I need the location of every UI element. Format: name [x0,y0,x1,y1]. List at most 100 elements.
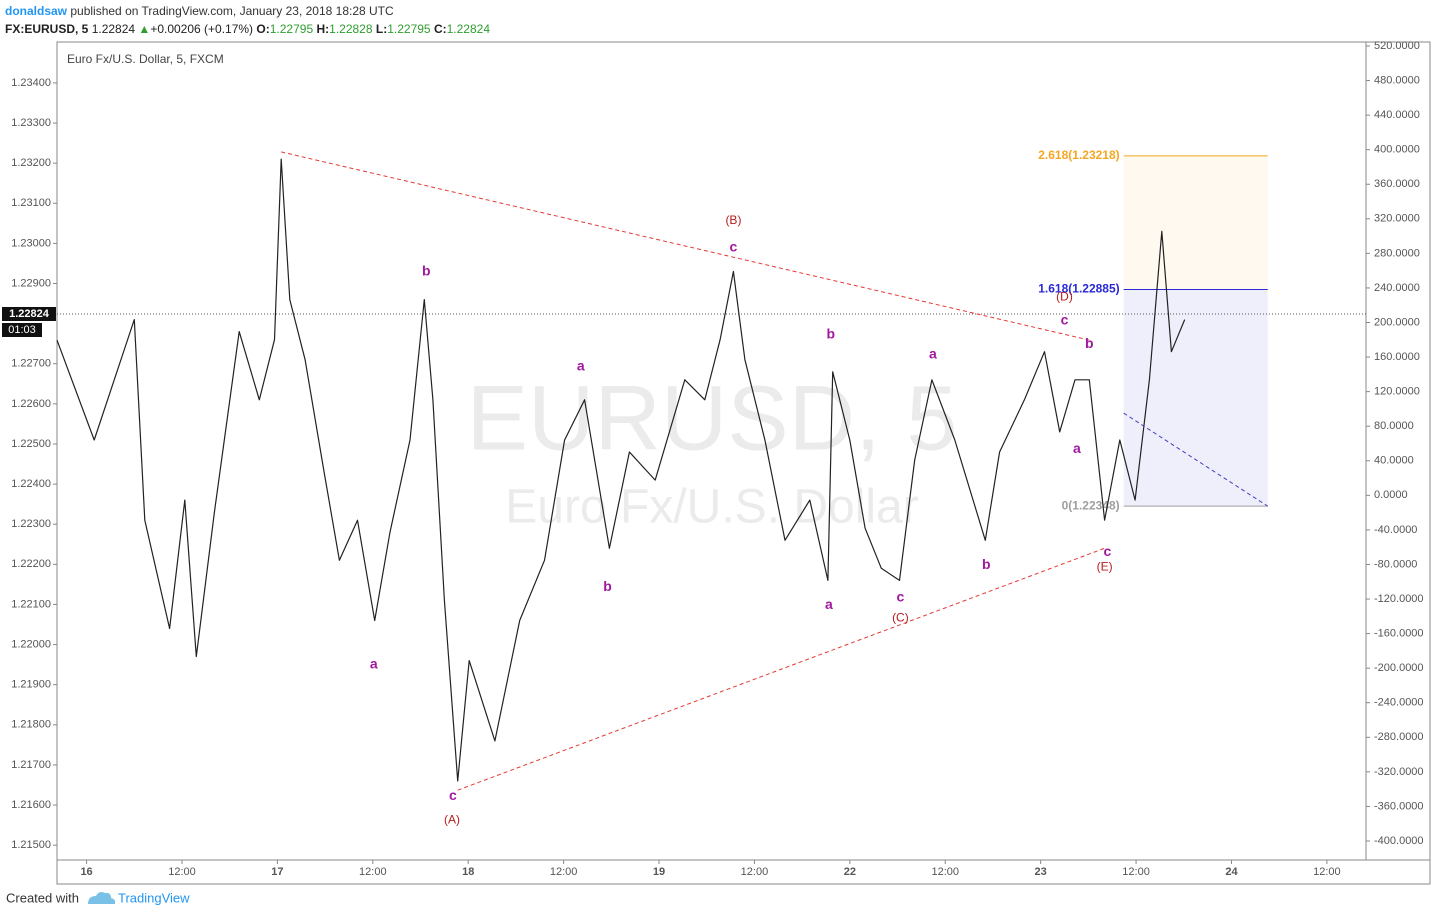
wave-label: c [1104,543,1112,559]
y-tick-label: 1.23200 [11,157,51,169]
wave-label: (A) [444,812,460,826]
y-tick-label: 1.22100 [11,598,51,610]
y2-tick-label: 80.0000 [1374,420,1414,432]
y-tick-label: 1.21900 [11,679,51,691]
y2-tick-label: 320.0000 [1374,213,1420,225]
x-tick-label: 18 [462,866,474,878]
y2-tick-label: 40.0000 [1374,455,1414,467]
y-tick-label: 1.21600 [11,799,51,811]
ohlc-label: C: [434,22,447,36]
y2-tick-label: -360.0000 [1374,800,1424,812]
price-line [56,158,1186,782]
y2-tick-label: 200.0000 [1374,316,1420,328]
right-axis [1365,41,1431,861]
y2-tick-label: -120.0000 [1374,593,1424,605]
y2-tick-label: 440.0000 [1374,109,1420,121]
y-tick-label: 1.21500 [11,839,51,851]
y2-tick-label: -200.0000 [1374,662,1424,674]
logo [88,892,116,904]
countdown-badge [2,322,42,337]
y2-tick-label: 120.0000 [1374,386,1420,398]
wave-label: b [826,326,835,342]
wave-label: b [422,263,431,279]
y-tick-label: 1.22200 [11,558,51,570]
change: +0.00206 (+0.17%) [150,22,253,36]
wave-label: (C) [892,610,909,624]
last-price-badge [2,306,56,321]
y2-tick-label: 0.0000 [1374,489,1408,501]
fib-label: 0(1.22348) [1062,498,1120,512]
x-tick-label: 22 [844,866,856,878]
x-tick-label: 12:00 [741,866,769,878]
y2-tick-label: -400.0000 [1374,835,1424,847]
x-tick-label: 12:00 [359,866,387,878]
x-tick-label: 24 [1225,866,1238,878]
wave-label: a [577,358,585,374]
symbol-line: FX:EURUSD, 5 1.22824 ▲+0.00206 (+0.17%) … [5,22,490,36]
y2-tick-label: 160.0000 [1374,351,1420,363]
wave-label: c [449,787,457,803]
watermark: EURUSD, 5 [467,367,958,469]
change-arrow: ▲ [138,22,150,36]
wave-label: (B) [725,213,741,227]
header-line: donaldsaw published on TradingView.com, … [5,4,394,18]
ohlc-label: L: [376,22,387,36]
x-tick-label: 12:00 [1122,866,1150,878]
last: 1.22824 [92,22,136,36]
y-tick-label: 1.22500 [11,438,51,450]
wave-label: c [1061,312,1069,328]
created-with: Created with [6,890,79,905]
y-tick-label: 1.21800 [11,719,51,731]
fib-label: 1.618(1.22885) [1038,282,1119,296]
y-tick-label: 1.22300 [11,518,51,530]
wave-label: c [897,589,905,605]
y2-tick-label: -320.0000 [1374,766,1424,778]
legend: Euro Fx/U.S. Dollar, 5, FXCM [67,52,224,66]
footer: Created with TradingView [6,890,190,905]
watermark: Euro Fx/U.S. Dollar [505,481,918,534]
symbol: FX:EURUSD, 5 [5,22,89,36]
trendline [1123,412,1269,507]
plot-layer: 2.618(1.23218) 1.618(1.22885) 0(1.22348) b (… [56,148,1366,826]
y2-tick-label: 240.0000 [1374,282,1420,294]
x-tick-label: 17 [271,866,283,878]
x-tick-label: 23 [1035,866,1047,878]
x-tick-label: 12:00 [1313,866,1341,878]
y2-tick-label: -240.0000 [1374,697,1424,709]
brand[interactable]: TradingView [118,890,190,905]
y2-tick-label: 480.0000 [1374,74,1420,86]
y-tick-label: 1.22400 [11,478,51,490]
y-tick-label: 1.23300 [11,117,51,129]
y2-tick-label: 520.0000 [1374,40,1420,52]
y-tick-label: 1.23400 [11,77,51,89]
y-tick-label: 1.22600 [11,398,51,410]
fib-label: 2.618(1.23218) [1038,148,1119,162]
ohlc-value: 1.22795 [387,22,431,36]
x-tick-label: 19 [653,866,665,878]
wave-label: b [1085,335,1094,351]
x-tick-label: 12:00 [931,866,959,878]
y-tick-label: 1.22900 [11,277,51,289]
author[interactable]: donaldsaw [5,4,68,18]
ohlc-label: O: [256,22,269,36]
y2-tick-label: 360.0000 [1374,178,1420,190]
y-tick-label: 1.23000 [11,237,51,249]
wave-label: c [730,239,738,255]
x-tick-label: 12:00 [168,866,196,878]
wave-label: b [982,556,991,572]
ohlc-value: 1.22795 [270,22,314,36]
wave-label: (E) [1097,559,1113,573]
fib-zone [1123,155,1268,290]
y2-tick-label: 280.0000 [1374,247,1420,259]
wave-label: a [370,656,378,672]
ohlc-value: 1.22828 [329,22,373,36]
published: published on TradingView.com, January 23… [70,4,394,18]
wave-label: (D) [1056,289,1073,303]
countdown-label: 01:03 [8,324,36,336]
y2-tick-label: -80.0000 [1374,558,1417,570]
y-tick-label: 1.22000 [11,638,51,650]
x-tick-label: 16 [80,866,92,878]
y-tick-label: 1.23100 [11,197,51,209]
wave-label: a [929,346,937,362]
